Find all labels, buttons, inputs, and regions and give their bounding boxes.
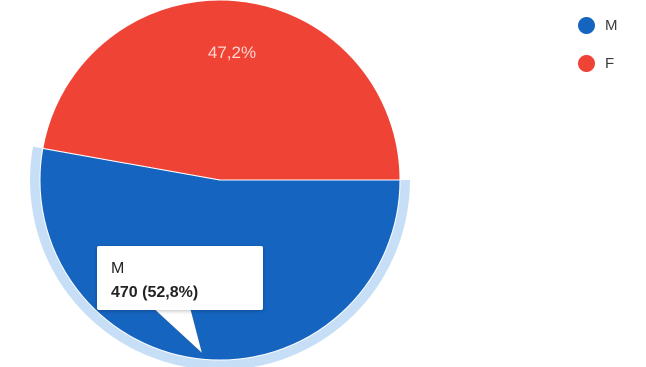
slice-label-f: 47,2%	[208, 43, 256, 62]
legend-label-m: M	[605, 16, 618, 34]
pie-slice-f[interactable]	[42, 0, 401, 181]
tooltip-value: 470 (52,8%)	[111, 284, 199, 301]
tooltip-series-name: M	[111, 260, 125, 277]
tooltip-pointer	[151, 307, 203, 355]
legend-swatch-f	[578, 54, 595, 72]
legend-label-f: F	[605, 54, 615, 72]
legend-item-m[interactable]: M	[578, 6, 618, 44]
legend-swatch-m	[578, 16, 595, 34]
legend-item-f[interactable]: F	[578, 44, 618, 82]
tooltip: M 470 (52,8%)	[97, 246, 263, 310]
legend: M F	[578, 6, 618, 82]
